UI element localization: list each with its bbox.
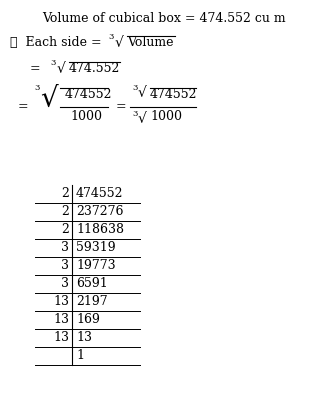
Text: 474552: 474552 — [76, 187, 124, 200]
Text: 3: 3 — [61, 277, 69, 290]
Text: =: = — [30, 62, 41, 75]
Text: Volume of cubical box = 474.552 cu m: Volume of cubical box = 474.552 cu m — [42, 12, 286, 25]
Text: 3: 3 — [132, 110, 137, 118]
Text: √: √ — [138, 112, 147, 126]
Text: 118638: 118638 — [76, 223, 124, 236]
Text: 3: 3 — [108, 33, 113, 41]
Text: 3: 3 — [50, 59, 55, 67]
Text: 2: 2 — [61, 223, 69, 236]
Text: ∴  Each side =: ∴ Each side = — [10, 36, 102, 49]
Text: 13: 13 — [76, 331, 92, 344]
Text: √: √ — [115, 36, 124, 50]
Text: 474.552: 474.552 — [69, 62, 120, 75]
Text: √: √ — [57, 62, 66, 76]
Text: 19773: 19773 — [76, 259, 116, 272]
Text: 474552: 474552 — [150, 88, 197, 101]
Text: √: √ — [138, 86, 147, 100]
Text: 169: 169 — [76, 313, 100, 326]
Text: =: = — [116, 100, 127, 113]
Text: 3: 3 — [61, 241, 69, 254]
Text: 13: 13 — [53, 313, 69, 326]
Text: 13: 13 — [53, 295, 69, 308]
Text: 6591: 6591 — [76, 277, 108, 290]
Text: 3: 3 — [61, 259, 69, 272]
Text: 2: 2 — [61, 205, 69, 218]
Text: 474552: 474552 — [65, 88, 113, 101]
Text: 2197: 2197 — [76, 295, 108, 308]
Text: 3: 3 — [34, 84, 39, 92]
Text: 59319: 59319 — [76, 241, 116, 254]
Text: 13: 13 — [53, 331, 69, 344]
Text: =: = — [18, 100, 29, 113]
Text: 1000: 1000 — [70, 110, 102, 123]
Text: 2: 2 — [61, 187, 69, 200]
Text: 237276: 237276 — [76, 205, 124, 218]
Text: 3: 3 — [132, 84, 137, 92]
Text: 1000: 1000 — [150, 110, 182, 123]
Text: 1: 1 — [76, 349, 84, 362]
Text: √: √ — [40, 86, 58, 113]
Text: Volume: Volume — [127, 36, 174, 49]
